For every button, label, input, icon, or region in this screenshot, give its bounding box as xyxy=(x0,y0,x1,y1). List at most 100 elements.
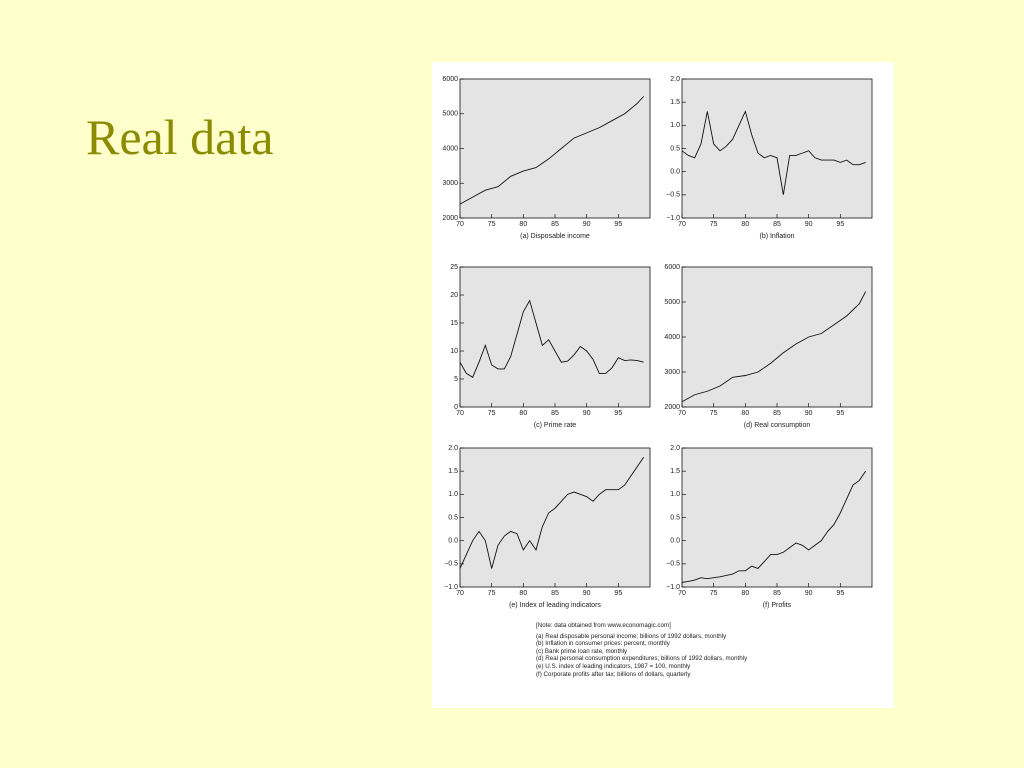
y-tick-label: 6000 xyxy=(664,264,680,271)
y-tick-label: 1.5 xyxy=(670,99,680,106)
x-tick-label: 90 xyxy=(583,410,591,417)
note-line: (f) Corporate profits after tax; billion… xyxy=(536,670,691,678)
y-tick-label: 0 xyxy=(454,404,458,411)
data-line xyxy=(681,291,867,403)
notes: [Note: data obtained from www.economagic… xyxy=(536,622,747,678)
data-line xyxy=(459,96,645,205)
charts: 2000 3000 4000 5000 6000 70 75 80 85 90 95 (a) Disp… xyxy=(442,76,873,609)
y-tick-label: 0.5 xyxy=(448,514,458,521)
plot-area xyxy=(459,78,651,219)
data-line xyxy=(681,470,867,583)
y-tick-label: 6000 xyxy=(442,76,458,83)
y-tick-label: 4000 xyxy=(664,334,680,341)
y-tick-label: −1.0 xyxy=(666,584,680,591)
x-tick-label: 85 xyxy=(773,590,781,597)
x-tick-label: 85 xyxy=(551,590,559,597)
y-tick-label: 0.0 xyxy=(670,169,680,176)
x-tick-label: 95 xyxy=(836,590,844,597)
data-line xyxy=(681,110,866,195)
x-tick-label: 85 xyxy=(773,410,781,417)
note-line: [Note: data obtained from www.economagic… xyxy=(536,622,671,629)
plot-area xyxy=(459,447,651,588)
x-tick-label: 90 xyxy=(805,221,813,228)
x-tick-label: 70 xyxy=(678,410,686,417)
x-tick-label: 75 xyxy=(710,590,718,597)
x-axis-label: (e) Index of leading indicators xyxy=(509,602,601,609)
note-line: (b) Inflation in consumer prices: percen… xyxy=(536,640,670,648)
x-tick-label: 95 xyxy=(836,410,844,417)
x-tick-label: 90 xyxy=(805,410,813,417)
x-tick-label: 70 xyxy=(678,221,686,228)
y-tick-label: 5 xyxy=(454,376,458,383)
x-axis-label: (a) Disposable income xyxy=(520,233,590,240)
y-tick-label: 10 xyxy=(450,348,458,355)
y-tick-label: 5000 xyxy=(664,299,680,306)
y-tick-label: 15 xyxy=(450,320,458,327)
plot-area xyxy=(459,266,651,408)
note-line: (c) Bank prime loan rate, monthly xyxy=(536,647,628,655)
x-axis-label: (b) Inflation xyxy=(759,233,794,240)
x-axis-label: (d) Real consumption xyxy=(744,422,811,429)
plot-area xyxy=(681,447,873,588)
data-line xyxy=(459,299,644,378)
x-tick-label: 85 xyxy=(551,221,559,228)
y-tick-label: 1.0 xyxy=(670,122,680,129)
x-tick-label: 95 xyxy=(836,221,844,228)
y-tick-label: 2000 xyxy=(442,215,458,222)
x-tick-label: 80 xyxy=(741,410,749,417)
note-line: (e) U.S. index of leading indicators, 19… xyxy=(536,662,691,670)
x-tick-label: 80 xyxy=(741,221,749,228)
y-tick-label: 3000 xyxy=(442,180,458,187)
figure-panel: 2000 3000 4000 5000 6000 70 75 80 85 90 95 (a) Disp… xyxy=(432,62,894,708)
y-tick-label: −0.5 xyxy=(666,192,680,199)
x-tick-label: 90 xyxy=(583,590,591,597)
y-tick-label: 2.0 xyxy=(670,445,680,452)
y-tick-label: −0.5 xyxy=(666,561,680,568)
y-tick-label: 0.0 xyxy=(448,538,458,545)
y-tick-label: 1.0 xyxy=(670,491,680,498)
plot-area xyxy=(681,266,873,408)
x-tick-label: 80 xyxy=(519,410,527,417)
x-tick-label: 80 xyxy=(519,590,527,597)
slide-title: Real data xyxy=(86,109,274,165)
x-tick-label: 70 xyxy=(678,590,686,597)
x-tick-label: 85 xyxy=(551,410,559,417)
y-tick-label: 20 xyxy=(450,292,458,299)
x-tick-label: 75 xyxy=(488,221,496,228)
note-line: (d) Real personal consumption expenditur… xyxy=(536,655,748,663)
y-tick-label: 1.0 xyxy=(448,491,458,498)
y-tick-label: 4000 xyxy=(442,145,458,152)
data-line xyxy=(459,457,645,569)
x-axis-label: (c) Prime rate xyxy=(534,422,577,429)
y-tick-label: 2000 xyxy=(664,404,680,411)
y-tick-label: −1.0 xyxy=(444,584,458,591)
x-tick-label: 75 xyxy=(488,410,496,417)
y-tick-label: 2.0 xyxy=(448,445,458,452)
x-tick-label: 80 xyxy=(741,590,749,597)
x-tick-label: 95 xyxy=(614,590,622,597)
x-tick-label: 85 xyxy=(773,221,781,228)
note-line: (a) Real disposable personal income; bil… xyxy=(536,632,727,640)
y-tick-label: −0.5 xyxy=(444,561,458,568)
y-tick-label: 0.0 xyxy=(670,538,680,545)
y-tick-label: 1.5 xyxy=(670,468,680,475)
plot-area xyxy=(681,78,873,219)
x-tick-label: 80 xyxy=(519,221,527,228)
x-tick-label: 75 xyxy=(488,590,496,597)
y-tick-label: 25 xyxy=(450,264,458,271)
y-tick-label: 1.5 xyxy=(448,468,458,475)
x-tick-label: 70 xyxy=(456,590,464,597)
y-tick-label: −1.0 xyxy=(666,215,680,222)
x-tick-label: 75 xyxy=(710,221,718,228)
y-tick-label: 0.5 xyxy=(670,145,680,152)
y-tick-label: 0.5 xyxy=(670,514,680,521)
x-tick-label: 70 xyxy=(456,410,464,417)
x-tick-label: 70 xyxy=(456,221,464,228)
x-tick-label: 75 xyxy=(710,410,718,417)
x-tick-label: 95 xyxy=(614,221,622,228)
y-tick-label: 3000 xyxy=(664,369,680,376)
x-axis-label: (f) Profits xyxy=(763,602,792,609)
x-tick-label: 90 xyxy=(805,590,813,597)
x-tick-label: 90 xyxy=(583,221,591,228)
